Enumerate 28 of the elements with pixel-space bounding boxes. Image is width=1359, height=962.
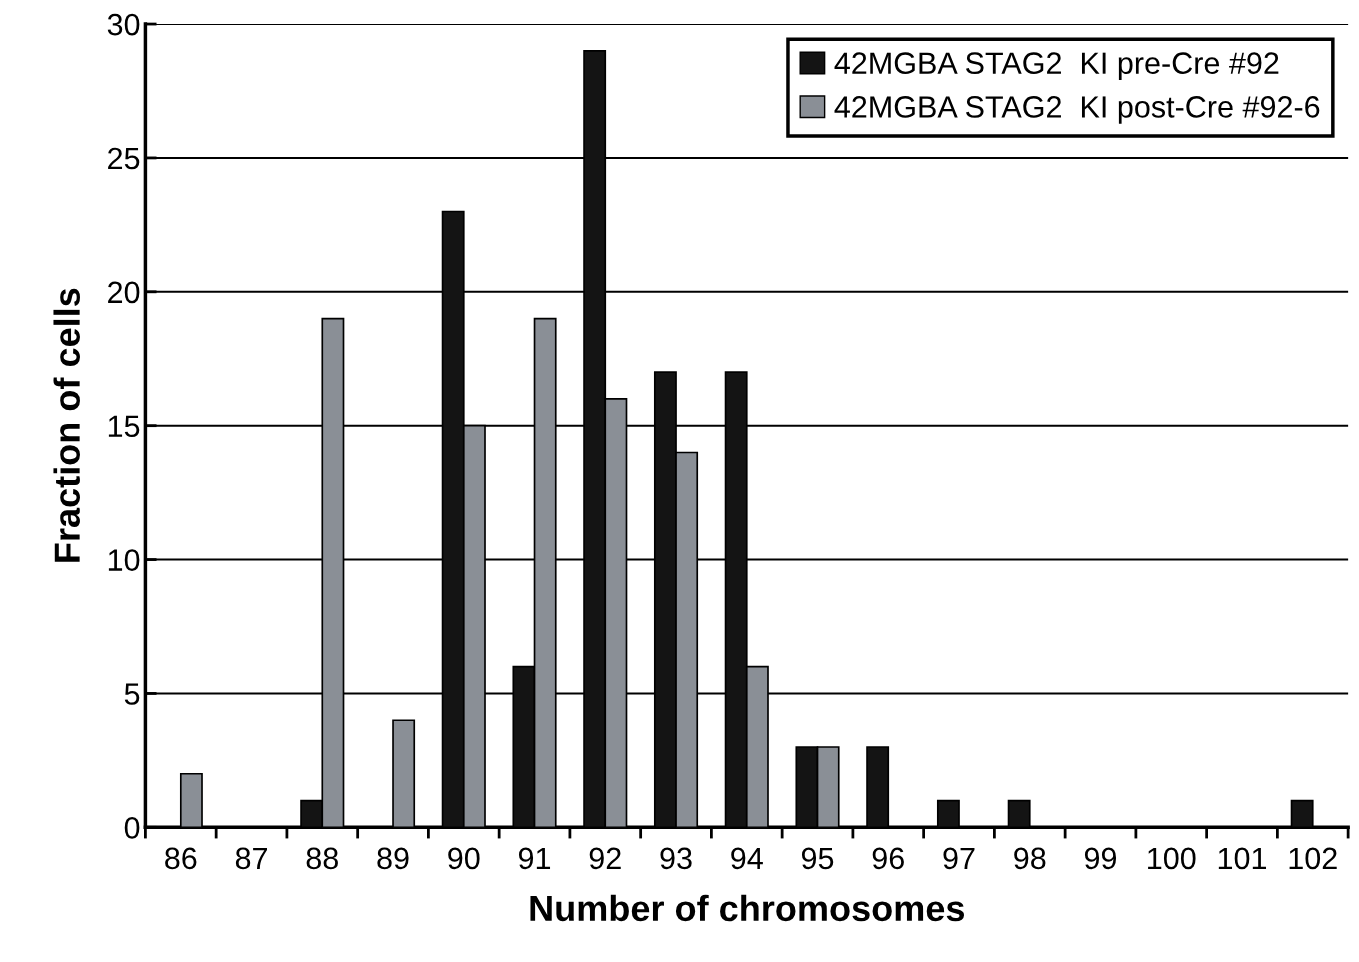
x-tick-label: 87 [235, 847, 267, 870]
x-tick-label: 90 [448, 847, 480, 870]
x-tick-label: 101 [1218, 847, 1267, 870]
x-tick-label: 89 [377, 847, 409, 870]
x-tick-label: 86 [165, 847, 197, 870]
x-tick-label: 98 [1014, 847, 1046, 870]
y-tick-label: 25 [108, 147, 140, 170]
x-tick-label: 99 [1084, 847, 1117, 870]
legend-label: 42MGBA STAG2 KI pre-Cre #92 [834, 52, 1279, 81]
x-axis-title: Number of chromosomes [530, 894, 965, 922]
x-tick-label: 97 [943, 847, 975, 870]
y-tick-label: 20 [108, 281, 140, 304]
x-tick-label: 96 [872, 847, 904, 870]
x-tick-label: 91 [518, 847, 551, 870]
x-tick-label: 94 [731, 847, 763, 870]
x-tick-label: 102 [1289, 847, 1337, 870]
y-tick-label: 0 [124, 817, 140, 839]
y-tick-label: 30 [107, 13, 140, 36]
x-tick-label: 88 [306, 847, 338, 870]
x-tick-label: 93 [660, 847, 692, 870]
y-tick-label: 10 [108, 549, 140, 571]
x-tick-label: 92 [589, 847, 621, 870]
y-axis-title: Fraction of cells [53, 288, 80, 562]
x-tick-label: 95 [801, 847, 834, 870]
y-tick-label: 15 [108, 415, 140, 438]
legend-label: 42MGBA STAG2 KI post-Cre #92-6 [834, 96, 1320, 124]
y-tick-label: 5 [124, 683, 140, 705]
x-tick-label: 100 [1148, 847, 1196, 870]
